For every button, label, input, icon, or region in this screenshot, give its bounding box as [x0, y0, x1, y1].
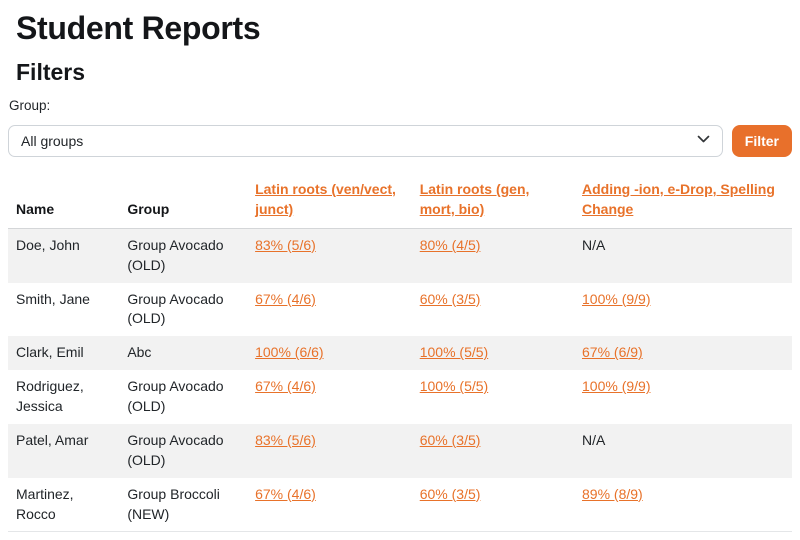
score-cell: 67% (4/6)	[247, 370, 412, 424]
score-cell: 67% (4/6)	[247, 283, 412, 337]
score-link[interactable]: 67% (4/6)	[255, 378, 316, 395]
student-reports-table: Name Group Latin roots (ven/vect, junct)…	[8, 175, 792, 533]
score-link[interactable]: 83% (5/6)	[255, 431, 316, 448]
group-select-wrap: All groups	[8, 125, 723, 157]
score-link[interactable]: 67% (4/6)	[255, 290, 316, 307]
student-name: Clark, Emil	[16, 344, 84, 361]
score-link[interactable]: 67% (6/9)	[582, 344, 643, 361]
filter-button[interactable]: Filter	[731, 125, 792, 157]
score-cell: 100% (9/9)	[574, 283, 792, 337]
score-cell: N/A	[574, 424, 792, 478]
score-link[interactable]: 100% (5/5)	[419, 378, 489, 395]
assessment-3-link[interactable]: Adding -ion, e-Drop, Spelling Change	[582, 181, 775, 217]
student-group: Group Avocado (OLD)	[127, 431, 224, 468]
student-group: Abc	[127, 344, 152, 361]
score-link[interactable]: 83% (5/6)	[255, 236, 316, 253]
score-cell: 100% (5/5)	[412, 336, 574, 370]
score-link[interactable]: 67% (4/6)	[255, 485, 316, 502]
score-na: N/A	[582, 236, 606, 253]
student-group: Group Avocado (OLD)	[127, 378, 224, 414]
table-row: Doe, John Group Avocado (OLD) 83% (5/6) …	[8, 228, 792, 283]
filters-heading: Filters	[16, 59, 86, 85]
score-cell: 83% (5/6)	[247, 424, 412, 478]
table-row: Smith, Jane Group Avocado (OLD) 67% (4/6…	[8, 283, 792, 337]
score-cell: 67% (4/6)	[247, 478, 412, 532]
score-cell: 100% (9/9)	[574, 370, 792, 424]
score-cell: 80% (4/5)	[412, 228, 574, 282]
score-cell: 89% (8/9)	[574, 478, 792, 532]
score-link[interactable]: 100% (9/9)	[582, 378, 651, 395]
score-cell: 60% (3/5)	[412, 283, 574, 337]
assessment-1-link[interactable]: Latin roots (ven/vect, junct)	[255, 181, 396, 217]
student-name: Patel, Amar	[16, 431, 89, 448]
page-title: Student Reports	[16, 10, 261, 46]
col-header-assessment-2: Latin roots (gen, mort, bio)	[411, 175, 574, 229]
score-na: N/A	[582, 431, 606, 448]
score-link[interactable]: 60% (3/5)	[419, 290, 481, 307]
col-header-group: Group	[119, 175, 248, 229]
score-cell: 83% (5/6)	[247, 228, 412, 282]
group-label: Group:	[9, 98, 51, 113]
score-cell: N/A	[574, 228, 792, 282]
score-link[interactable]: 60% (3/5)	[419, 485, 481, 502]
score-link[interactable]: 89% (8/9)	[582, 485, 643, 502]
score-link[interactable]: 80% (4/5)	[419, 236, 481, 253]
student-name: Smith, Jane	[16, 290, 90, 307]
col-header-assessment-3: Adding -ion, e-Drop, Spelling Change	[574, 175, 792, 229]
table-row: Patel, Amar Group Avocado (OLD) 83% (5/6…	[8, 423, 792, 478]
score-cell: 60% (3/5)	[412, 424, 574, 478]
table-header-row: Name Group Latin roots (ven/vect, junct)…	[8, 175, 792, 229]
score-link[interactable]: 60% (3/5)	[419, 431, 481, 448]
student-group: Group Broccoli (NEW)	[127, 485, 220, 522]
student-group: Group Avocado (OLD)	[127, 236, 224, 273]
score-link[interactable]: 100% (6/6)	[255, 344, 324, 361]
score-link[interactable]: 100% (9/9)	[582, 290, 651, 307]
score-cell: 60% (3/5)	[412, 478, 574, 532]
assessment-2-link[interactable]: Latin roots (gen, mort, bio)	[419, 181, 530, 217]
filter-controls: All groups Filter	[8, 125, 792, 157]
student-name: Doe, John	[16, 236, 80, 253]
student-name: Martinez, Rocco	[16, 485, 74, 522]
table-row: Clark, Emil Abc 100% (6/6) 100% (5/5) 67…	[8, 336, 792, 371]
table-row: Rodriguez, Jessica Group Avocado (OLD) 6…	[8, 370, 792, 424]
score-cell: 100% (6/6)	[247, 336, 412, 370]
student-group: Group Avocado (OLD)	[127, 290, 224, 327]
score-link[interactable]: 100% (5/5)	[419, 344, 489, 361]
score-cell: 100% (5/5)	[412, 370, 574, 424]
group-select[interactable]: All groups	[8, 125, 723, 157]
student-name: Rodriguez, Jessica	[16, 378, 84, 414]
col-header-name: Name	[8, 175, 120, 229]
score-cell: 67% (6/9)	[574, 336, 792, 370]
col-header-assessment-1: Latin roots (ven/vect, junct)	[247, 175, 412, 229]
table-row: Martinez, Rocco Group Broccoli (NEW) 67%…	[8, 478, 792, 532]
